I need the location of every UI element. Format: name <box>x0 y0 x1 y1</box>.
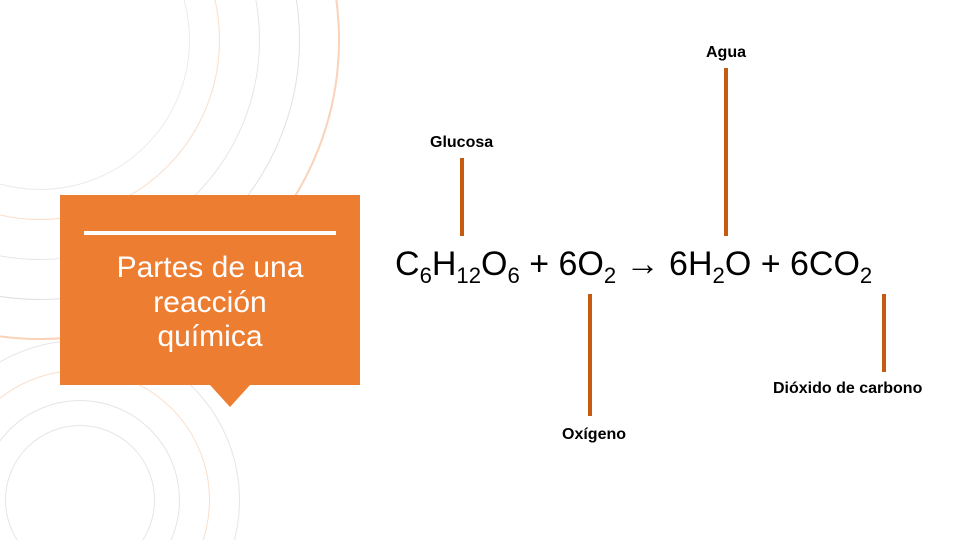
slide: Partes de una reacción química C6H12O6 +… <box>0 0 960 540</box>
pointer-oxigeno <box>588 294 592 416</box>
pointer-co2 <box>882 294 886 372</box>
eq-sub6b: 6 <box>507 263 519 288</box>
slide-title: Partes de una reacción química <box>60 251 360 355</box>
eq-C: C <box>395 245 420 283</box>
eq-sub2c: 2 <box>860 263 872 288</box>
label-co2: Dióxido de carbono <box>773 380 922 398</box>
pointer-agua <box>724 68 728 236</box>
eq-o-plus-6co: O + 6CO <box>725 245 860 283</box>
title-line-3: química <box>157 320 262 353</box>
label-oxigeno: Oxígeno <box>562 426 626 444</box>
eq-O: O <box>481 245 507 283</box>
label-glucosa: Glucosa <box>430 134 493 152</box>
label-agua: Agua <box>706 44 746 62</box>
eq-sub6a: 6 <box>420 263 432 288</box>
chemical-equation: C6H12O6 + 6O2 → 6H2O + 6CO2 <box>395 245 872 284</box>
callout-pointer-icon <box>210 385 250 407</box>
eq-plus-6o: + 6O <box>520 245 604 283</box>
title-line-1: Partes de una <box>117 251 304 284</box>
pointer-glucosa <box>460 158 464 236</box>
eq-sub2b: 2 <box>713 263 725 288</box>
title-callout: Partes de una reacción química <box>60 195 360 385</box>
eq-H: H <box>432 245 457 283</box>
eq-sub12: 12 <box>456 263 481 288</box>
eq-arrow-6h: → 6H <box>616 245 712 283</box>
eq-sub2a: 2 <box>604 263 616 288</box>
callout-divider <box>84 231 336 235</box>
title-line-2: reacción <box>153 286 266 319</box>
